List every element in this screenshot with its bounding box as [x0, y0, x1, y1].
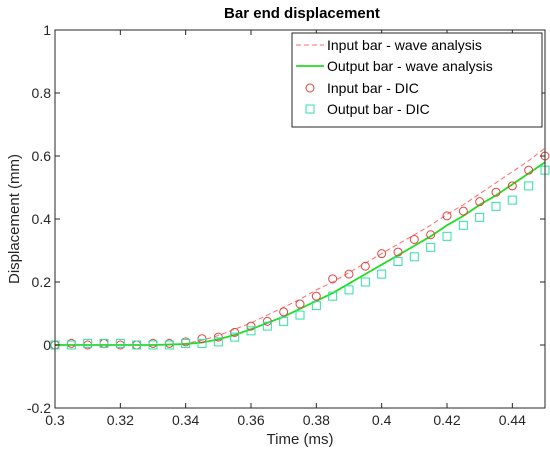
- data-point-square: [262, 321, 272, 331]
- data-point-square: [491, 201, 501, 211]
- data-point-circle: [426, 230, 436, 240]
- y-tick-label: 1: [43, 22, 51, 38]
- legend: Input bar - wave analysis Output bar - w…: [291, 32, 543, 128]
- data-point-square: [164, 340, 174, 350]
- data-point-circle: [458, 206, 468, 216]
- data-point-circle: [524, 165, 534, 175]
- data-point-circle: [295, 299, 305, 309]
- data-point-circle: [328, 274, 338, 284]
- x-axis-label: Time (ms): [267, 431, 334, 448]
- data-point-circle: [246, 321, 256, 331]
- data-point-circle: [213, 332, 223, 342]
- data-point-square: [377, 269, 387, 279]
- data-point-square: [99, 338, 109, 348]
- data-point-circle: [507, 181, 517, 191]
- data-point-square: [279, 316, 289, 326]
- data-point-circle: [344, 269, 354, 279]
- data-point-square: [132, 340, 142, 350]
- data-point-square: [66, 340, 76, 350]
- data-point-circle: [475, 197, 485, 207]
- data-point-circle: [230, 327, 240, 337]
- data-point-square: [409, 252, 419, 262]
- legend-swatch-output-dic: [305, 104, 315, 114]
- data-point-circle: [197, 334, 207, 344]
- data-point-circle: [409, 234, 419, 244]
- x-tick-label: 0.32: [107, 412, 134, 428]
- data-point-square: [524, 181, 534, 191]
- legend-label-output-wave: Output bar - wave analysis: [327, 58, 493, 74]
- data-point-square: [458, 220, 468, 230]
- data-point-circle: [393, 247, 403, 257]
- data-point-square: [393, 257, 403, 267]
- data-point-circle: [491, 187, 501, 197]
- data-point-square: [213, 337, 223, 347]
- data-point-circle: [442, 211, 452, 221]
- legend-label-input-wave: Input bar - wave analysis: [327, 37, 482, 53]
- y-tick-label: 0.4: [32, 211, 52, 227]
- y-tick-label: 0.2: [32, 274, 52, 290]
- data-point-square: [328, 291, 338, 301]
- y-tick-label: 0.8: [32, 85, 52, 101]
- data-point-square: [115, 338, 125, 348]
- data-point-circle: [279, 307, 289, 317]
- data-point-square: [507, 195, 517, 205]
- legend-label-input-dic: Input bar - DIC: [327, 80, 419, 96]
- chart-title: Bar end displacement: [224, 5, 380, 22]
- data-point-square: [426, 242, 436, 252]
- series-layer: [50, 147, 550, 350]
- series-1: [55, 161, 546, 346]
- data-point-square: [181, 338, 191, 348]
- axes-box: [54, 29, 546, 409]
- x-tick-label: 0.34: [172, 412, 199, 428]
- x-tick-label: 0.42: [433, 412, 460, 428]
- data-point-square: [197, 338, 207, 348]
- data-point-circle: [377, 249, 387, 259]
- data-point-circle: [360, 261, 370, 271]
- y-axis-label: Displacement (mm): [6, 154, 23, 284]
- y-tick-label: -0.2: [27, 400, 51, 416]
- data-point-square: [344, 285, 354, 295]
- x-tick-label: 0.3: [45, 412, 65, 428]
- data-point-square: [148, 340, 158, 350]
- legend-box: [291, 32, 543, 128]
- data-point-circle: [311, 291, 321, 301]
- x-tick-label: 0.44: [499, 412, 526, 428]
- x-tick-label: 0.4: [372, 412, 392, 428]
- data-point-square: [83, 338, 93, 348]
- data-point-square: [246, 326, 256, 336]
- data-point-square: [311, 301, 321, 311]
- y-tick-label: 0.6: [32, 148, 52, 164]
- x-tick-label: 0.36: [237, 412, 264, 428]
- series-line: [55, 161, 546, 346]
- x-tick-label: 0.38: [303, 412, 330, 428]
- legend-label-output-dic: Output bar - DIC: [327, 101, 430, 117]
- data-point-square: [230, 332, 240, 342]
- y-tick-label: 0: [43, 337, 51, 353]
- data-point-square: [475, 212, 485, 222]
- data-point-circle: [262, 316, 272, 326]
- legend-swatch-input-dic: [305, 83, 315, 93]
- data-point-square: [442, 231, 452, 241]
- data-point-square: [295, 310, 305, 320]
- data-point-square: [360, 277, 370, 287]
